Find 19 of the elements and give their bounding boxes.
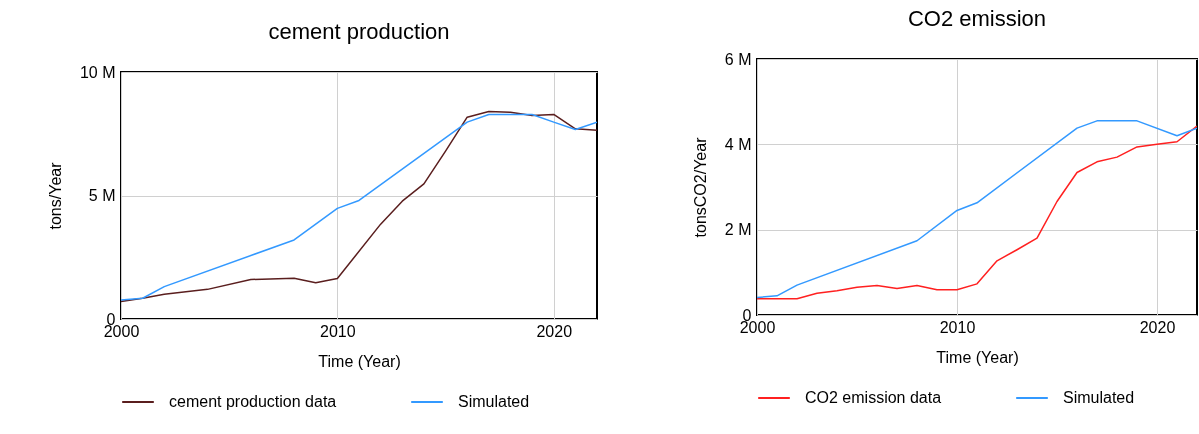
legend-label: Simulated	[458, 393, 530, 410]
x-tick-label: 2010	[939, 318, 976, 336]
chart-title: CO2 emission	[907, 6, 1047, 31]
legend-label: CO2 emission data	[805, 389, 942, 406]
x-axis-title: Time (Year)	[318, 352, 401, 370]
y-tick-label: 6 M	[724, 50, 752, 68]
legend-label: Simulated	[1063, 389, 1135, 406]
y-tick-label: 5 M	[88, 187, 116, 204]
y-tick-label: 2 M	[724, 221, 752, 239]
x-axis-title: Time (Year)	[936, 348, 1019, 366]
x-tick-label: 2020	[1139, 318, 1176, 336]
y-tick-label: 10 M	[79, 63, 116, 81]
y-axis-title: tons/Year	[46, 161, 64, 230]
y-tick-label: 4 M	[724, 135, 752, 153]
chart-title: cement production	[268, 19, 450, 44]
x-tick-label: 2010	[320, 322, 356, 340]
legend-label: cement production data	[169, 393, 337, 410]
y-axis-title: tonsCO2/Year	[691, 136, 709, 238]
x-tick-label: 2020	[536, 322, 573, 340]
